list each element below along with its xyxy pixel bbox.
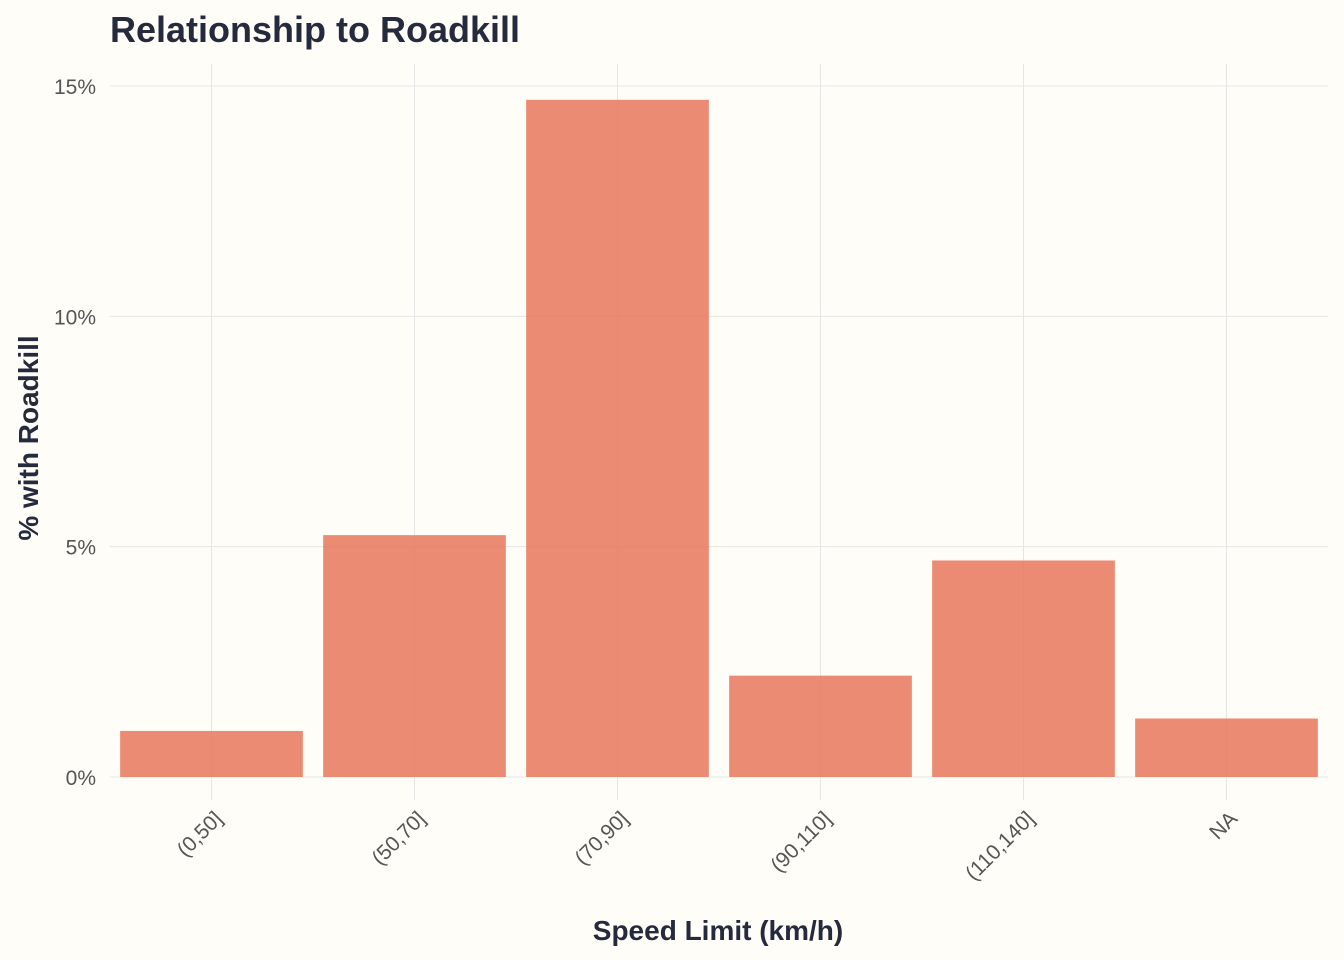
y-tick-label: 0% <box>66 767 96 790</box>
x-axis-ticks: (0,50] (50,70] (70,90] (90,110] (110,140] NA <box>173 807 1242 885</box>
bars <box>120 99 1318 777</box>
bar <box>1135 718 1318 777</box>
bar <box>323 535 506 777</box>
x-axis-title: Speed Limit (km/h) <box>593 915 843 946</box>
y-axis-ticks: 0% 5% 10% 15% <box>54 76 96 790</box>
x-tick-label: (0,50] <box>173 807 227 861</box>
gridlines <box>110 64 1328 800</box>
bar <box>526 99 709 777</box>
x-tick-label: (50,70] <box>368 807 431 870</box>
bar <box>120 730 303 777</box>
y-tick-label: 5% <box>66 537 96 560</box>
chart-title: Relationship to Roadkill <box>110 9 520 50</box>
x-tick-label: (70,90] <box>571 807 634 870</box>
y-tick-label: 15% <box>54 76 96 99</box>
y-tick-label: 10% <box>54 306 96 329</box>
x-tick-label: NA <box>1205 807 1242 844</box>
x-tick-label: (110,140] <box>961 807 1039 885</box>
x-tick-label: (90,110] <box>766 807 836 877</box>
y-axis-title: % with Roadkill <box>13 335 44 540</box>
bar <box>729 675 912 777</box>
bar <box>932 560 1115 777</box>
